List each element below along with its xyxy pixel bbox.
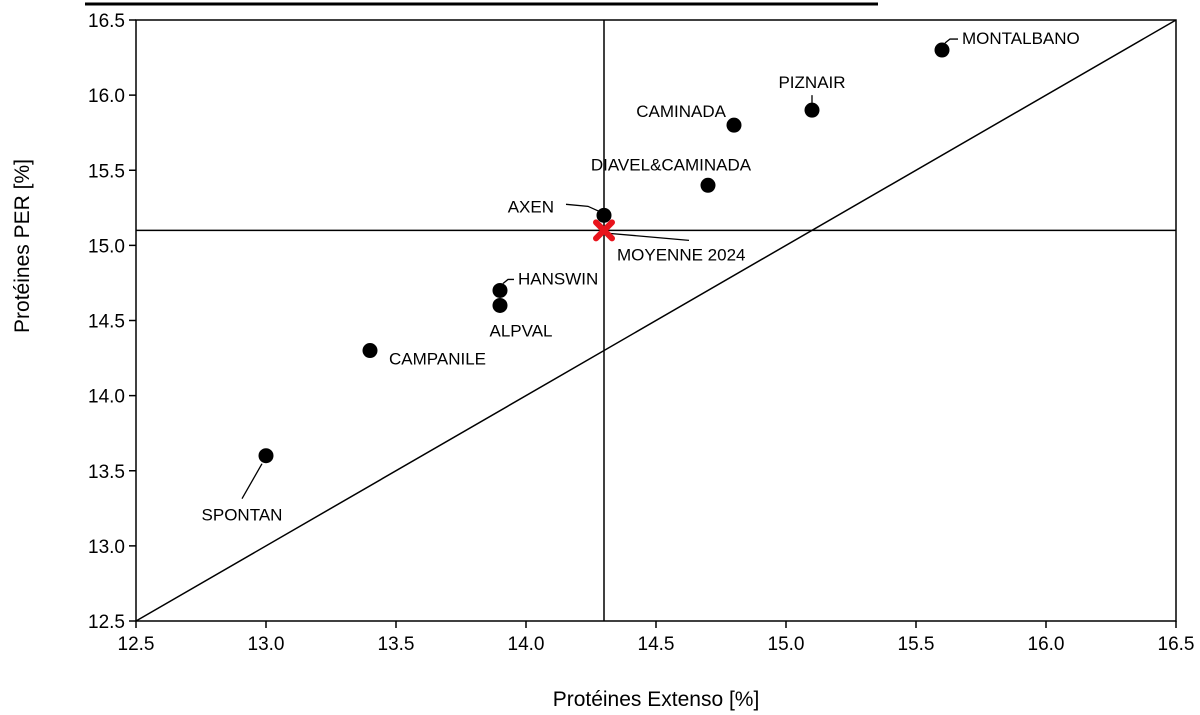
data-point (596, 207, 612, 223)
label-leader (502, 278, 514, 284)
data-point (258, 448, 274, 464)
data-point-label: DIAVEL&CAMINADA (591, 155, 752, 174)
data-point (726, 117, 742, 133)
y-axis-title: Protéines PER [%] (11, 159, 34, 333)
data-point (804, 102, 820, 118)
label-leader (944, 38, 958, 44)
data-point-label: PIZNAIR (778, 73, 845, 92)
mean-leader (608, 232, 690, 241)
diagonal-line (135, 19, 1177, 622)
mean-marker-stroke (593, 219, 615, 242)
data-point-label: CAMINADA (636, 102, 726, 121)
y-tick-label: 16.0 (88, 86, 125, 107)
label-leader (565, 203, 600, 212)
mean-marker (593, 219, 615, 242)
x-tick-label: 13.0 (248, 634, 285, 655)
label-leader (241, 463, 263, 500)
data-point (492, 297, 508, 313)
y-tick-label: 12.5 (88, 612, 125, 633)
y-tick-label: 13.5 (88, 462, 125, 483)
data-point-label: SPONTAN (202, 506, 283, 525)
data-point-label: ALPVAL (489, 321, 552, 340)
data-point (700, 177, 716, 193)
y-tick-label: 16.5 (88, 11, 125, 32)
x-tick-label: 15.5 (898, 634, 935, 655)
x-tick-label: 15.0 (768, 634, 805, 655)
x-tick-label: 14.0 (508, 634, 545, 655)
y-tick-label: 15.5 (88, 161, 125, 182)
data-point (362, 343, 378, 359)
x-tick-label: 12.5 (118, 634, 155, 655)
data-point-label: HANSWIN (518, 269, 598, 288)
mean-label: MOYENNE 2024 (617, 245, 746, 264)
y-tick-label: 14.5 (88, 312, 125, 333)
x-tick-label: 13.5 (378, 634, 415, 655)
data-point (492, 282, 508, 298)
data-point-label: AXEN (508, 197, 554, 216)
y-tick-label: 15.0 (88, 236, 125, 257)
y-tick-label: 13.0 (88, 537, 125, 558)
y-tick-label: 14.0 (88, 387, 125, 408)
x-axis-title: Protéines Extenso [%] (553, 688, 760, 711)
x-tick-label: 14.5 (638, 634, 675, 655)
data-point-label: CAMPANILE (389, 350, 486, 369)
data-point-label: MONTALBANO (962, 29, 1080, 48)
x-tick-label: 16.0 (1028, 634, 1065, 655)
x-tick-label: 16.5 (1158, 634, 1195, 655)
data-point (934, 42, 950, 58)
